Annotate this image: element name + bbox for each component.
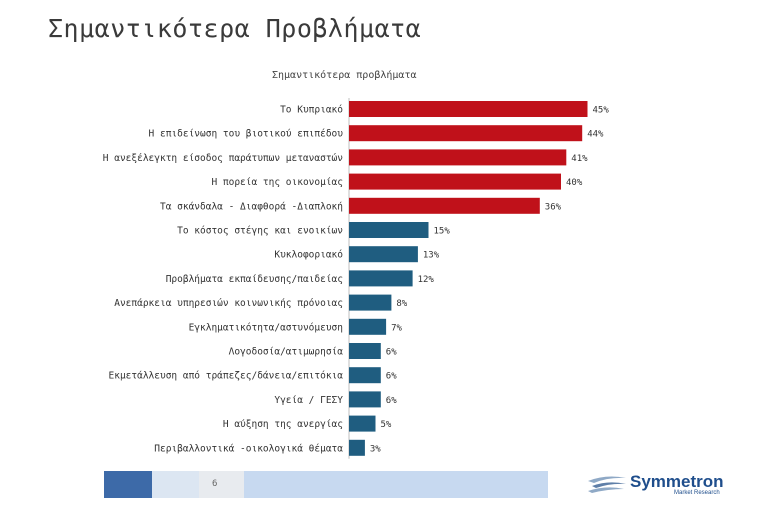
bar	[349, 197, 540, 214]
category-label: Εκμετάλλευση από τράπεζες/δάνεια/επιτόκι…	[109, 371, 344, 382]
bar	[349, 149, 567, 166]
category-label: Η πορεία της οικονομίας	[211, 177, 343, 188]
chart-title: Σημαντικότερα προβλήματα	[272, 70, 417, 81]
data-label: 36%	[545, 202, 562, 212]
data-label: 41%	[571, 154, 588, 164]
category-label: Προβλήματα εκπαίδευσης/παιδείας	[166, 274, 343, 285]
bar	[349, 439, 365, 456]
logo-swoosh-icon	[588, 476, 626, 493]
bar-chart: Το Κυπριακό 45% Η επιδείνωση του βιοτικού …	[103, 98, 610, 459]
data-label: 8%	[396, 299, 407, 309]
data-label: 45%	[593, 106, 610, 116]
data-label: 6%	[386, 396, 397, 406]
bar	[349, 222, 429, 238]
symmetron-logo: Symmetron Market Research	[586, 470, 736, 500]
data-label: 3%	[370, 444, 381, 454]
slide-title: Σημαντικότερα Προβλήματα	[48, 14, 422, 43]
category-label: Το κόστος στέγης και ενοικίων	[177, 226, 343, 237]
bar	[349, 173, 561, 190]
bar	[349, 125, 583, 142]
category-label: Η επιδείνωση του βιοτικού επιπέδου	[149, 129, 344, 140]
page-number: 6	[212, 479, 218, 489]
category-label: Εγκληματικότητα/αστυνόμευση	[189, 322, 343, 333]
bar	[349, 246, 418, 263]
logo-name: Symmetron	[630, 472, 724, 491]
category-label: Η ανεξέλεγκτη είσοδος παράτυπων μεταναστ…	[103, 153, 343, 164]
data-label: 7%	[391, 323, 402, 333]
bar	[349, 415, 376, 432]
category-label: Η αύξηση της ανεργίας	[223, 419, 343, 430]
footer-bar: 6	[104, 471, 548, 498]
category-label: Ανεπάρκεια υπηρεσιών κοινωνικής πρόνοιας	[114, 298, 343, 309]
category-label: Τα σκάνδαλα - Διαφθορά -Διαπλοκή	[160, 201, 343, 212]
bar	[349, 367, 381, 384]
footer-segment	[104, 471, 152, 498]
data-label: 6%	[386, 348, 397, 358]
logo-subtitle: Market Research	[674, 490, 720, 496]
bar	[349, 318, 387, 335]
category-label: Υγεία / ΓΕΣΥ	[274, 395, 343, 406]
category-label: Κυκλοφοριακό	[274, 250, 343, 261]
category-label: Περιβαλλοντικά -οικολογικά θέματα	[154, 443, 343, 454]
data-label: 13%	[423, 251, 440, 261]
bar	[349, 391, 381, 408]
data-label: 44%	[587, 130, 604, 140]
footer-segment	[152, 471, 199, 498]
data-label: 15%	[434, 227, 451, 237]
data-label: 12%	[418, 275, 435, 285]
data-label: 5%	[381, 420, 392, 430]
data-label: 40%	[566, 178, 583, 188]
bar	[349, 343, 381, 359]
footer-segment	[244, 471, 548, 498]
bar	[349, 101, 588, 117]
data-label: 6%	[386, 372, 397, 382]
category-label: Λογοδοσία/ατιμωρησία	[229, 347, 344, 358]
category-label: Το Κυπριακό	[280, 105, 343, 116]
bar	[349, 270, 413, 287]
bar	[349, 294, 392, 311]
footer-segment	[199, 471, 244, 498]
